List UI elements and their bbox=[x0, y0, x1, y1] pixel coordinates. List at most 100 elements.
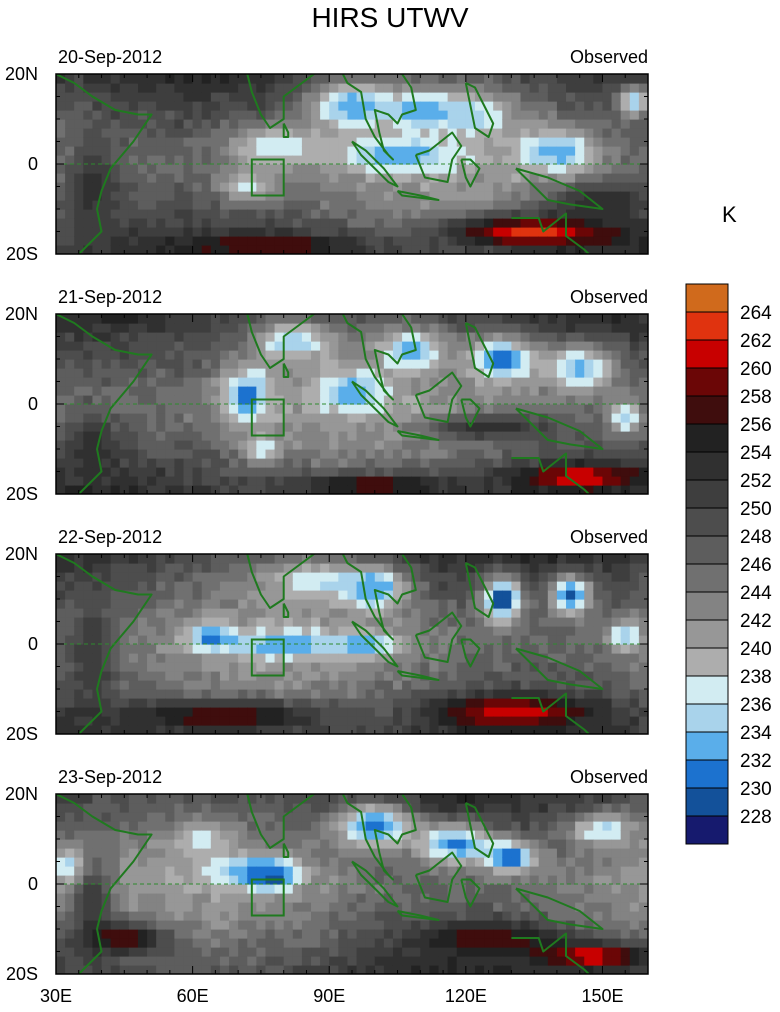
x-tick-label: 120E bbox=[445, 986, 487, 1006]
y-tick-label: 0 bbox=[28, 874, 38, 894]
colorbar-swatch bbox=[685, 759, 729, 789]
y-tick-label: 20N bbox=[5, 304, 38, 324]
coastline-9 bbox=[515, 887, 604, 930]
panel-3: 20N 0 20S 22-Sep-2012 Observed bbox=[5, 527, 649, 744]
coastline-9 bbox=[515, 407, 604, 450]
coastline-2 bbox=[174, 554, 417, 641]
coastlines bbox=[56, 74, 604, 254]
y-tick-label: 20N bbox=[5, 784, 38, 804]
study-box bbox=[250, 158, 285, 197]
colorbar-swatch bbox=[685, 451, 729, 481]
panel-date: 20-Sep-2012 bbox=[58, 47, 162, 67]
colorbar-level-label: 258 bbox=[740, 387, 772, 408]
colorbar-level-label: 250 bbox=[740, 499, 772, 520]
panel-label: Observed bbox=[570, 767, 648, 787]
colorbar-swatch bbox=[685, 703, 729, 733]
study-box bbox=[250, 398, 285, 437]
y-tick-label: 20N bbox=[5, 64, 38, 84]
colorbar-level-label: 256 bbox=[740, 415, 772, 436]
coastline-3 bbox=[282, 363, 290, 378]
colorbar-swatch bbox=[685, 619, 729, 649]
coastline-2 bbox=[174, 794, 417, 881]
colorbar-level-label: 232 bbox=[740, 751, 772, 772]
coastline-3 bbox=[282, 603, 290, 618]
panel-label: Observed bbox=[570, 287, 648, 307]
colorbar-level-label: 228 bbox=[740, 807, 772, 828]
coastline-10 bbox=[511, 212, 590, 254]
colorbar-level-label: 238 bbox=[740, 667, 772, 688]
colorbar-swatch bbox=[685, 311, 729, 341]
coastlines bbox=[56, 794, 604, 974]
coastline-6 bbox=[414, 131, 463, 183]
y-tick-label: 0 bbox=[28, 394, 38, 414]
colorbar-swatch bbox=[685, 283, 729, 313]
coastline-8 bbox=[464, 82, 495, 138]
coastline-5 bbox=[396, 190, 440, 201]
coastline-6 bbox=[414, 611, 463, 663]
coastline-8 bbox=[464, 562, 495, 618]
panel-label: Observed bbox=[570, 527, 648, 547]
x-axis: 30E 60E 90E 120E 150E bbox=[40, 986, 624, 1006]
colorbar-level-label: 264 bbox=[740, 303, 772, 324]
study-box bbox=[250, 878, 285, 917]
panel-date: 23-Sep-2012 bbox=[58, 767, 162, 787]
colorbar-level-label: 254 bbox=[740, 443, 772, 464]
colorbar-level-label: 236 bbox=[740, 695, 772, 716]
y-tick-label: 0 bbox=[28, 634, 38, 654]
colorbar-swatch bbox=[685, 535, 729, 565]
coastline-5 bbox=[396, 430, 440, 441]
colorbar-swatch bbox=[685, 647, 729, 677]
y-tick-label: 20S bbox=[6, 724, 38, 744]
study-box bbox=[250, 638, 285, 677]
coastline-2 bbox=[174, 314, 417, 401]
coastlines bbox=[56, 554, 604, 734]
panel-date: 22-Sep-2012 bbox=[58, 527, 162, 547]
coastline-7 bbox=[460, 638, 481, 668]
coastline-10 bbox=[511, 932, 590, 974]
y-tick-label: 20S bbox=[6, 484, 38, 504]
coastline-3 bbox=[282, 123, 290, 138]
heatmap-field bbox=[56, 794, 648, 974]
coastline-8 bbox=[464, 802, 495, 858]
colorbar-level-label: 242 bbox=[740, 611, 772, 632]
y-tick-label: 20N bbox=[5, 544, 38, 564]
coastline-5 bbox=[396, 670, 440, 681]
colorbar-unit-label: K bbox=[722, 202, 737, 227]
colorbar-swatch bbox=[685, 815, 729, 845]
colorbar-swatch bbox=[685, 339, 729, 369]
coastline-6 bbox=[414, 371, 463, 423]
heatmap-field bbox=[56, 74, 648, 254]
coastline-6 bbox=[414, 851, 463, 903]
y-tick-label: 0 bbox=[28, 154, 38, 174]
x-tick-label: 90E bbox=[313, 986, 345, 1006]
colorbar-level-label: 234 bbox=[740, 723, 772, 744]
colorbar-swatch bbox=[685, 591, 729, 621]
coastline-7 bbox=[460, 158, 481, 188]
x-tick-label: 60E bbox=[177, 986, 209, 1006]
colorbar-level-label: 262 bbox=[740, 331, 772, 352]
coastlines bbox=[56, 314, 604, 494]
colorbar-level-label: 240 bbox=[740, 639, 772, 660]
panel-date: 21-Sep-2012 bbox=[58, 287, 162, 307]
chart-title: HIRS UTWV bbox=[311, 2, 469, 33]
panel-label: Observed bbox=[570, 47, 648, 67]
coastline-3 bbox=[282, 843, 290, 858]
coastline-1 bbox=[56, 314, 153, 494]
colorbar-swatch bbox=[685, 395, 729, 425]
coastline-9 bbox=[515, 647, 604, 690]
colorbar-level-label: 252 bbox=[740, 471, 772, 492]
colorbar-level-label: 230 bbox=[740, 779, 772, 800]
colorbar-level-label: 244 bbox=[740, 583, 772, 604]
coastline-7 bbox=[460, 398, 481, 428]
colorbar-swatch bbox=[685, 675, 729, 705]
coastline-9 bbox=[515, 167, 604, 210]
panel-4: 20N 0 20S 23-Sep-2012 Observed bbox=[5, 767, 649, 984]
colorbar-level-label: 246 bbox=[740, 555, 772, 576]
colorbar-swatch bbox=[685, 787, 729, 817]
coastline-1 bbox=[56, 74, 153, 254]
coastline-4 bbox=[351, 140, 399, 188]
coastline-10 bbox=[511, 692, 590, 734]
y-tick-label: 20S bbox=[6, 244, 38, 264]
colorbar-level-label: 248 bbox=[740, 527, 772, 548]
